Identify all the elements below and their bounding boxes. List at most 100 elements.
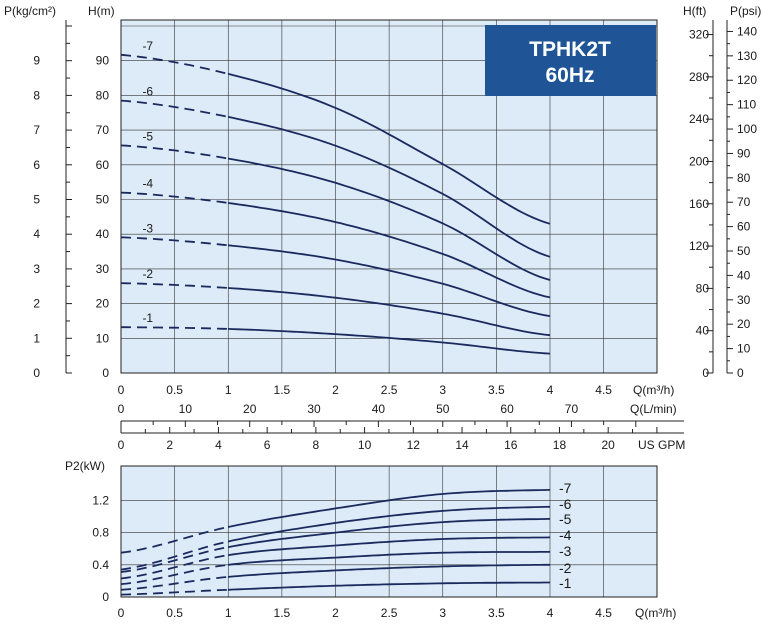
pressure-psi-tick-label: 70 xyxy=(737,195,751,209)
power-stage-6-curve xyxy=(228,505,551,543)
pressure-kg-tick-label: 9 xyxy=(33,54,40,68)
power-x-tick-label: 4.5 xyxy=(595,606,612,620)
head-stage-1-curve-dashed xyxy=(121,326,229,330)
pressure-psi-tick-label: 0 xyxy=(737,366,744,380)
power-x-tick-label: 2 xyxy=(332,606,339,620)
pressure-kg-tick-label: 0 xyxy=(33,366,40,380)
head-stage-5-curve xyxy=(228,157,551,281)
head-curve-label: -2 xyxy=(142,267,153,281)
head-plot-frame xyxy=(120,19,658,374)
head-stage-3-curve xyxy=(228,244,551,317)
flow-lmin-tick-label: 0 xyxy=(118,402,125,416)
flow-lmin-tick-label: 30 xyxy=(307,402,321,416)
pressure-psi-tick-label: 50 xyxy=(737,244,751,258)
head-stage-2-curve xyxy=(228,287,551,337)
head-y-tick-label: 0 xyxy=(102,366,109,380)
plot-labels: P(kg/cm²) H(m) H(ft) P(psi) Q(m³/h) Q(L/… xyxy=(4,4,761,620)
head-x-tick-label: 2 xyxy=(332,383,339,397)
plot-axes xyxy=(65,19,733,598)
power-plot-frame xyxy=(120,465,658,598)
power-stage-2-curve-dashed xyxy=(120,576,229,591)
head-stage-6-curve xyxy=(228,116,551,258)
power-x-tick-label: 3 xyxy=(439,606,446,620)
flow-lmin-axis-title: Q(L/min) xyxy=(630,402,677,416)
power-stage-1-curve-dashed xyxy=(120,588,229,596)
head-y-tick-label: 90 xyxy=(96,54,110,68)
head-x-tick-label: 3.5 xyxy=(488,383,505,397)
flow-gpm-tick-label: 2 xyxy=(166,438,173,452)
pressure-kg-tick-label: 6 xyxy=(33,158,40,172)
power-x-tick-label: 0.5 xyxy=(166,606,183,620)
head-y-tick-label: 30 xyxy=(96,262,110,276)
head-y-tick-label: 60 xyxy=(96,158,110,172)
flow-lmin-tick-label: 60 xyxy=(500,402,514,416)
head-ft-tick-label: 0 xyxy=(702,366,709,380)
head-stage-2-curve-dashed xyxy=(120,282,229,289)
power-stage-4-curve-dashed xyxy=(120,554,229,580)
pressure-kg-tick-label: 1 xyxy=(33,331,40,345)
pressure-psi-tick-label: 120 xyxy=(737,73,757,87)
head-curve-label: -4 xyxy=(142,177,153,191)
head-curve-label: -5 xyxy=(142,129,153,143)
head-y-tick-label: 80 xyxy=(96,88,110,102)
power-stage-1-curve xyxy=(228,581,550,591)
power-x-tick-label: 1 xyxy=(225,606,232,620)
power-stage-5-curve xyxy=(228,518,551,548)
power-stage-3-curve xyxy=(228,551,550,566)
head-ft-tick-label: 120 xyxy=(689,239,709,253)
power-flow-axis-title: Q(m³/h) xyxy=(635,606,676,620)
power-x-tick-label: 3.5 xyxy=(488,606,505,620)
pressure-kg-axis-title: P(kg/cm²) xyxy=(4,4,56,18)
flow-gpm-axis-title: US GPM xyxy=(638,438,685,452)
power-y-tick-label: 1.2 xyxy=(92,493,109,507)
head-stage-5-curve-dashed xyxy=(120,144,229,160)
power-x-tick-label: 4 xyxy=(547,606,554,620)
pressure-kg-tick-label: 7 xyxy=(33,123,40,137)
head-curve-label: -1 xyxy=(142,311,153,325)
power-x-tick-label: 0 xyxy=(118,606,125,620)
head-x-tick-label: 4 xyxy=(547,383,554,397)
power-curve-label: -3 xyxy=(559,543,572,559)
head-x-tick-label: 3 xyxy=(439,383,446,397)
power-stage-7-curve xyxy=(228,489,551,528)
model-frequency: 60Hz xyxy=(545,64,594,87)
head-y-tick-label: 20 xyxy=(96,297,110,311)
flow-lmin-tick-label: 40 xyxy=(372,402,386,416)
flow-m3h-axis-title: Q(m³/h) xyxy=(633,383,674,397)
pressure-kg-tick-label: 8 xyxy=(33,88,40,102)
pressure-kg-tick-label: 5 xyxy=(33,193,40,207)
head-x-tick-label: 4.5 xyxy=(595,383,612,397)
head-x-tick-label: 0.5 xyxy=(166,383,183,397)
plot-curves xyxy=(120,53,551,596)
model-name: TPHK2T xyxy=(529,38,611,61)
model-title-box xyxy=(485,25,656,96)
power-axis-title: P2(kW) xyxy=(65,459,105,473)
power-stage-3-curve-dashed xyxy=(120,563,229,585)
power-curve-label: -6 xyxy=(559,496,572,512)
head-ft-tick-label: 160 xyxy=(689,197,709,211)
head-ft-tick-label: 40 xyxy=(696,324,710,338)
flow-gpm-tick-label: 10 xyxy=(358,438,372,452)
head-curve-label: -6 xyxy=(142,85,153,99)
head-stage-1-curve xyxy=(228,328,551,355)
pressure-psi-tick-label: 110 xyxy=(737,98,756,112)
head-y-tick-label: 50 xyxy=(96,193,110,207)
pressure-kg-tick-label: 2 xyxy=(33,297,40,311)
power-stage-5-curve-dashed xyxy=(120,546,229,573)
power-stage-4-curve xyxy=(228,536,551,556)
head-stage-7-curve-dashed xyxy=(120,53,229,75)
pressure-psi-tick-label: 10 xyxy=(737,342,751,356)
power-stage-7-curve-dashed xyxy=(120,526,229,554)
power-curve-label: -2 xyxy=(559,560,572,576)
flow-gpm-tick-label: 16 xyxy=(504,438,518,452)
head-x-tick-label: 0 xyxy=(118,383,125,397)
pressure-psi-tick-label: 40 xyxy=(737,268,751,282)
flow-gpm-tick-label: 12 xyxy=(407,438,421,452)
pressure-psi-tick-label: 60 xyxy=(737,220,751,234)
head-ft-tick-label: 200 xyxy=(689,154,709,168)
power-stage-6-curve-dashed xyxy=(120,540,229,571)
flow-gpm-tick-label: 0 xyxy=(118,438,125,452)
power-stage-2-curve xyxy=(228,563,550,578)
head-x-tick-label: 2.5 xyxy=(381,383,398,397)
